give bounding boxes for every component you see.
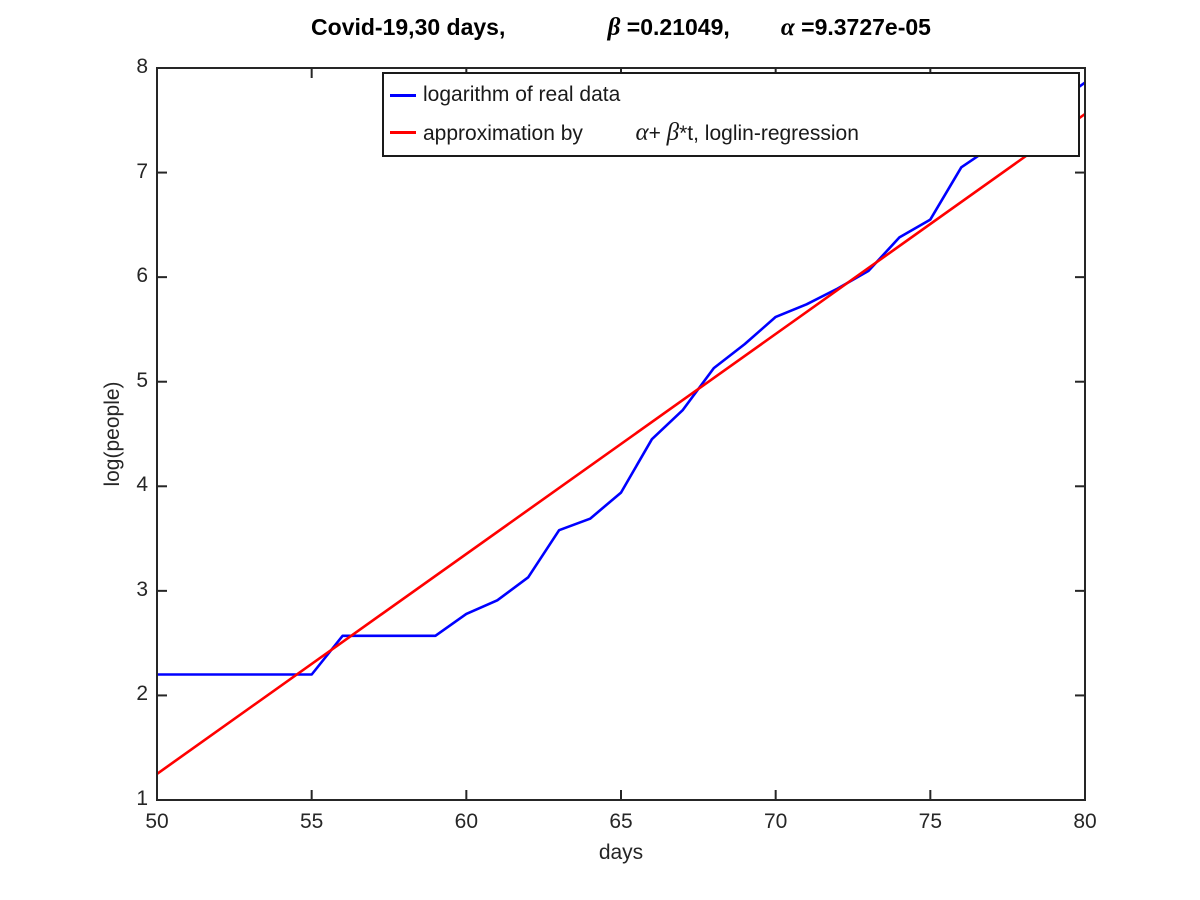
title-text: =0.21049, xyxy=(620,14,730,40)
y-tick-label: 6 xyxy=(136,264,148,288)
y-tick-label: 2 xyxy=(136,682,148,706)
y-axis-label: log(people) xyxy=(101,381,124,487)
y-tick-label: 3 xyxy=(136,577,148,601)
x-tick-label: 80 xyxy=(1073,810,1097,833)
x-axis-label: days xyxy=(598,841,644,864)
y-tick-label: 4 xyxy=(136,473,148,497)
legend-line-sample xyxy=(390,131,416,135)
y-tick-label: 5 xyxy=(136,368,148,392)
legend-text xyxy=(583,122,636,145)
legend-text: + xyxy=(648,121,667,145)
legend-line-sample xyxy=(390,93,416,97)
title-greek-symbol: β xyxy=(607,14,621,41)
legend-item: approximation by α+ β*t, loglin-regressi… xyxy=(390,120,1074,146)
x-tick-label: 50 xyxy=(145,810,169,833)
legend-item-label: approximation by α+ β*t, loglin-regressi… xyxy=(423,120,859,146)
x-tick-label: 55 xyxy=(299,810,324,833)
x-tick-label: 70 xyxy=(763,810,788,833)
legend-text: logarithm of real data xyxy=(423,83,621,107)
y-tick-label: 1 xyxy=(136,787,148,810)
title-text xyxy=(730,14,781,40)
x-tick-label: 60 xyxy=(454,810,478,833)
legend-text: *t, loglin-regression xyxy=(679,121,859,145)
title-text: Covid-19,30 days, xyxy=(311,14,506,40)
legend-greek-symbol: α xyxy=(635,118,649,146)
series-line-0 xyxy=(157,81,1086,676)
title-text: =9.3727e-05 xyxy=(794,14,931,40)
legend-item: logarithm of real data xyxy=(390,83,1074,107)
y-tick-label: 8 xyxy=(136,55,148,78)
axes-box xyxy=(156,67,1086,801)
x-tick-label: 75 xyxy=(918,810,942,833)
title-greek-symbol: α xyxy=(780,14,795,41)
y-tick-label: 7 xyxy=(136,159,148,183)
legend-item-label: logarithm of real data xyxy=(423,83,620,107)
x-tick-label: 65 xyxy=(609,810,633,833)
series-line-1 xyxy=(156,112,1086,775)
title-text xyxy=(505,14,607,40)
legend-text: approximation by xyxy=(423,121,583,145)
legend: logarithm of real data approximation by α… xyxy=(382,72,1080,157)
chart-title: Covid-19,30 days, β =0.21049, α =9.3727e… xyxy=(157,14,1085,41)
legend-greek-symbol: β xyxy=(666,118,680,146)
